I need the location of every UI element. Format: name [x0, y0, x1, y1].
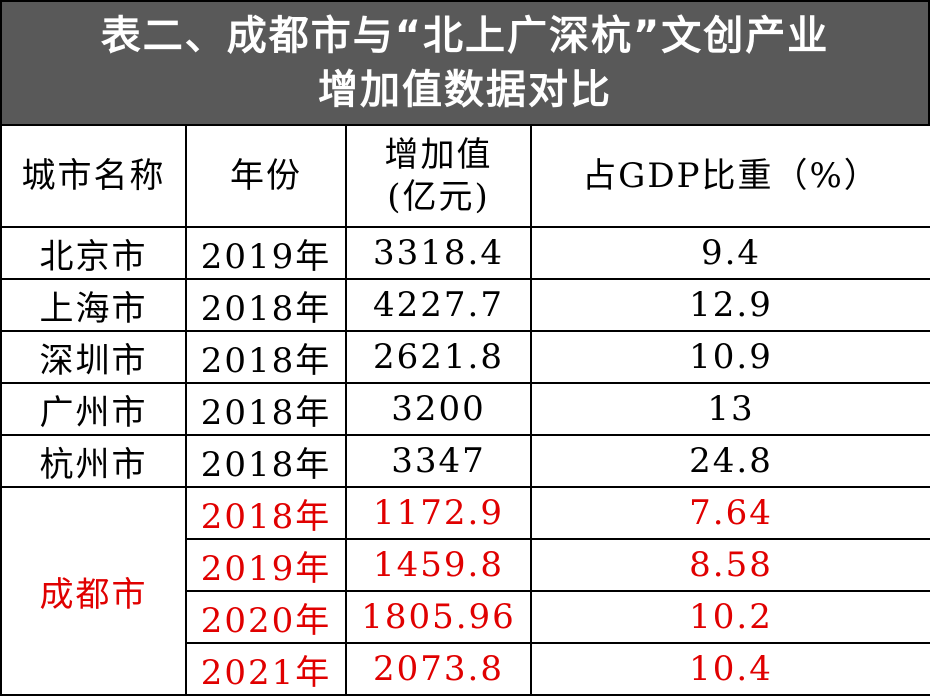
cell: 2019年	[185, 226, 347, 280]
cell: 杭州市	[0, 434, 187, 488]
row: 杭州市 2018年 3347 24.8	[0, 434, 930, 488]
cell: 2018年	[185, 382, 347, 436]
cell: 1172.9	[345, 486, 532, 540]
cell: 2621.8	[345, 330, 532, 384]
cell: 1459.8	[345, 538, 532, 592]
cell: 24.8	[530, 434, 930, 488]
row: 北京市 2019年 3318.4 9.4	[0, 226, 930, 280]
row: 广州市 2018年 3200 13	[0, 382, 930, 436]
header-row: 城市名称 年份 增加值 (亿元) 占GDP比重（%）	[0, 124, 930, 228]
row: 2021年 2073.8 10.4	[1, 642, 930, 696]
title-line: 表二、成都市与“北上广深杭”文创产业	[100, 13, 830, 59]
cell: 2018年	[185, 486, 347, 540]
cell: 2019年	[185, 538, 347, 592]
cell: 7.64	[530, 486, 930, 540]
cell: 1805.96	[345, 590, 532, 644]
header-line: 增加值	[384, 135, 493, 175]
header-cell: 增加值 (亿元)	[345, 124, 532, 228]
cell: 10.2	[530, 590, 930, 644]
cell: 深圳市	[0, 330, 187, 384]
cell: 2018年	[185, 278, 347, 332]
cell: 8.58	[530, 538, 930, 592]
row: 成都市 2018年 1172.9 7.64	[0, 486, 930, 696]
cell: 4227.7	[345, 278, 532, 332]
header-cell: 年份	[185, 124, 347, 228]
cell: 13	[530, 382, 930, 436]
group-city: 成都市	[0, 486, 187, 696]
row: 深圳市 2018年 2621.8 10.9	[0, 330, 930, 384]
cell: 2021年	[185, 642, 347, 696]
cell: 3318.4	[345, 226, 532, 280]
row: 上海市 2018年 4227.7 12.9	[0, 278, 930, 332]
cell: 上海市	[0, 278, 187, 332]
title-line: 增加值数据对比	[318, 67, 612, 113]
cell: 3347	[345, 434, 532, 488]
table: 城市名称 年份 增加值 (亿元) 占GDP比重（%） 北京市 2019年 3318.4 9.4 上…	[0, 124, 930, 696]
cell: 2020年	[185, 590, 347, 644]
cell: 2018年	[185, 330, 347, 384]
cell: 广州市	[0, 382, 187, 436]
cell: 9.4	[530, 226, 930, 280]
header-line: (亿元)	[387, 177, 490, 217]
cell: 2018年	[185, 434, 347, 488]
cell: 10.9	[530, 330, 930, 384]
cell: 3200	[345, 382, 532, 436]
row: 2019年 1459.8 8.58	[1, 538, 930, 592]
title: 表二、成都市与“北上广深杭”文创产业 增加值数据对比	[0, 0, 930, 124]
cell: 2073.8	[345, 642, 532, 696]
row: 2020年 1805.96 10.2	[1, 590, 930, 644]
cell: 10.4	[530, 642, 930, 696]
cell: 12.9	[530, 278, 930, 332]
header-cell: 占GDP比重（%）	[530, 124, 930, 228]
header-cell: 城市名称	[0, 124, 187, 228]
cell: 北京市	[0, 226, 187, 280]
